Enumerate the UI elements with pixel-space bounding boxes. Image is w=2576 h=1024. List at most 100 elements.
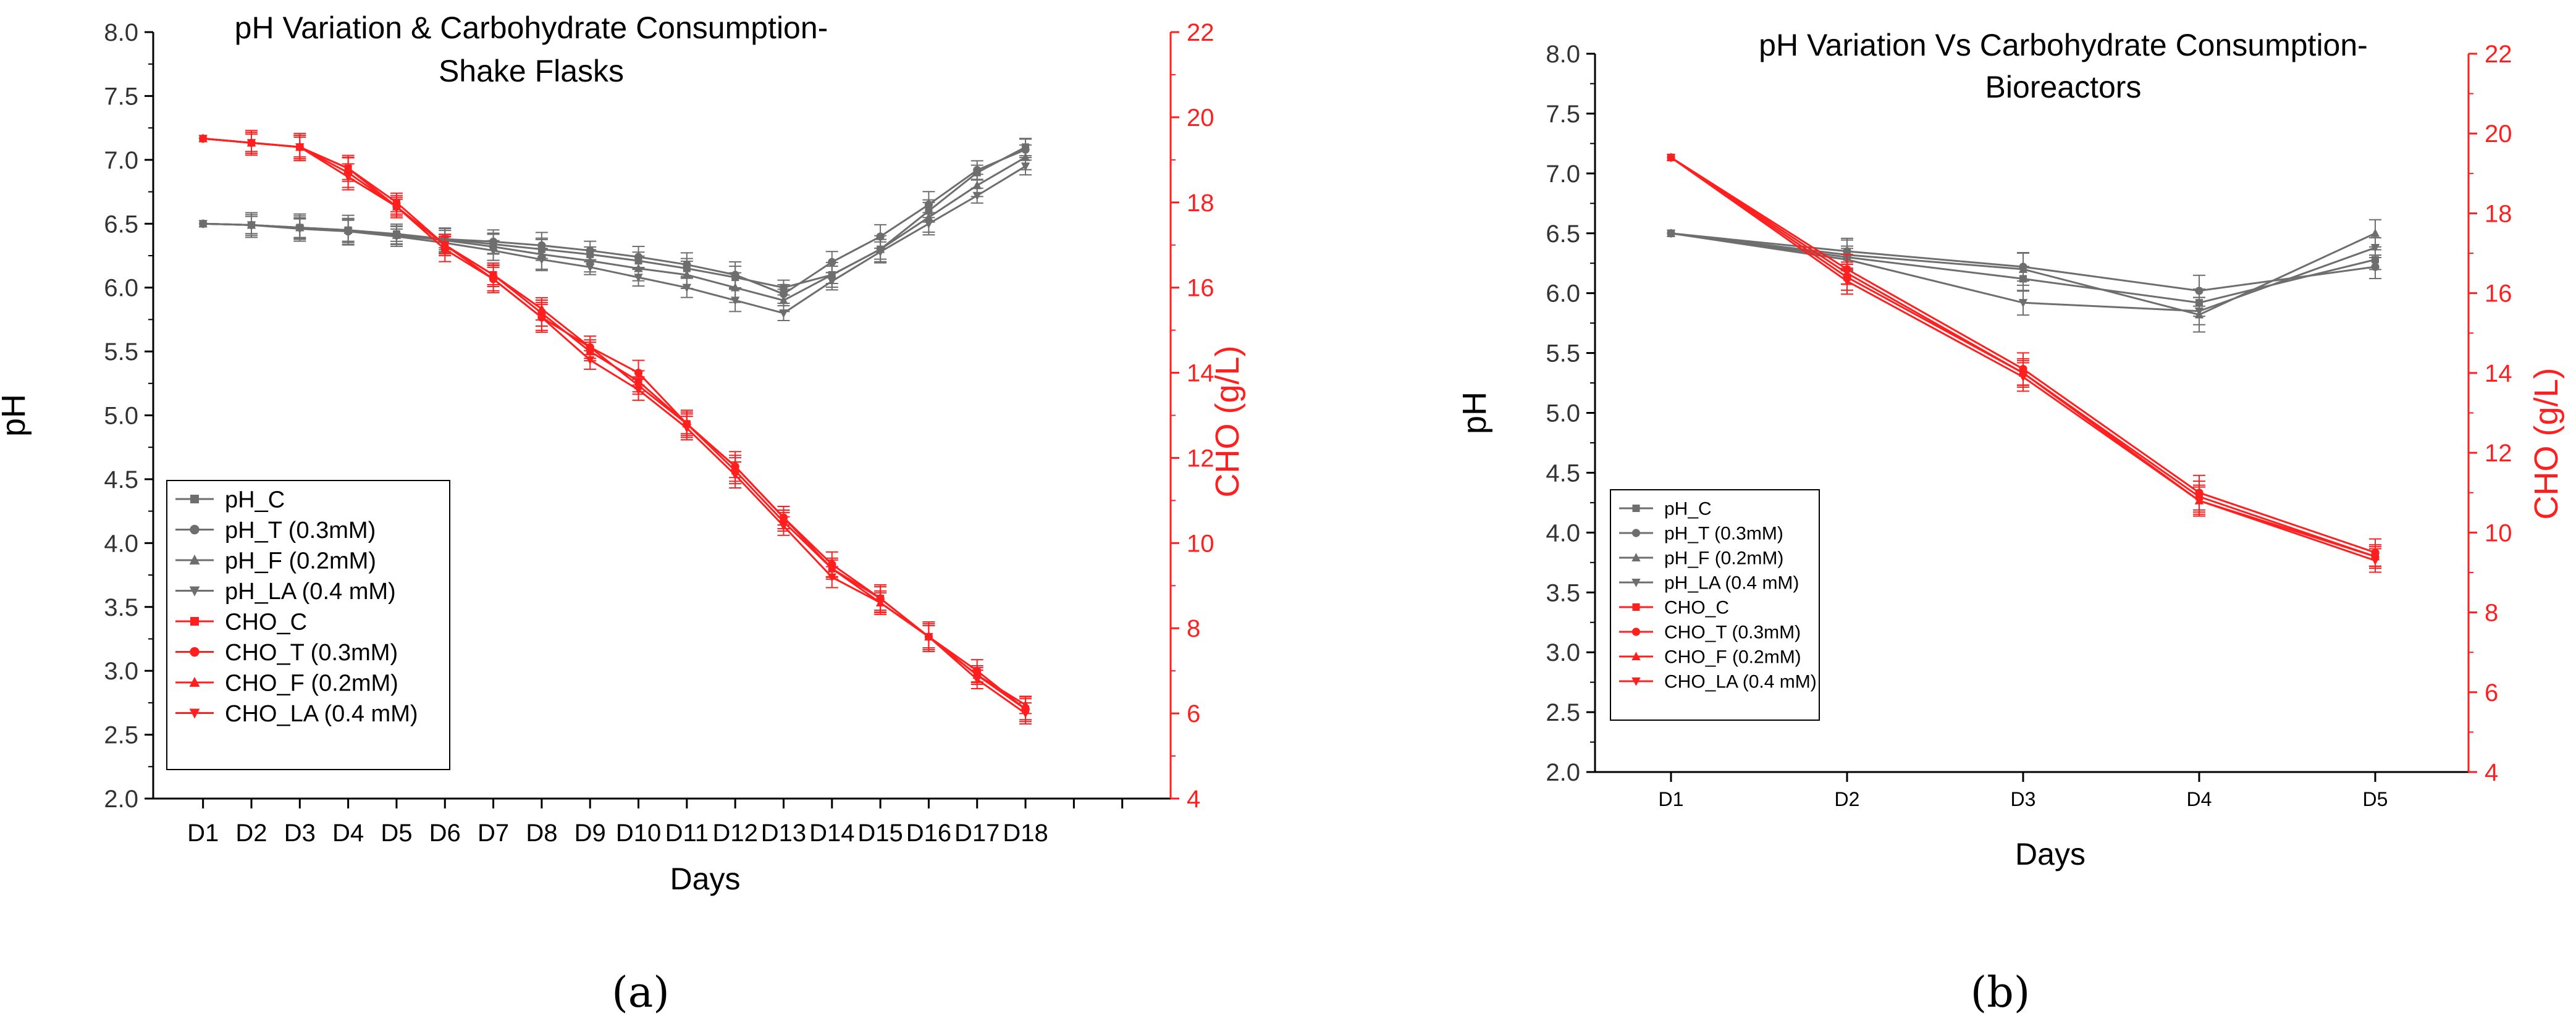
y2-tick-label: 14 [1187,360,1214,387]
x-tick-label: D6 [429,820,461,847]
data-point [2018,299,2028,308]
chart-title-line1: pH Variation & Carbohydrate Consumption- [235,10,828,45]
data-point [2018,373,2028,382]
data-point [392,232,402,241]
data-point [1021,152,1030,161]
legend-entry-label: CHO_C [225,609,307,635]
data-point [973,166,982,174]
y2-axis-label: CHO (g/L) [1209,345,1246,497]
y-tick-label: 5.5 [1546,340,1580,367]
y-tick-label: 7.0 [104,147,138,174]
x-tick-label: D8 [526,820,557,847]
data-point [585,263,595,272]
y2-tick-label: 18 [2485,200,2512,227]
y-tick-label: 4.5 [1546,460,1580,487]
y-tick-label: 4.5 [104,466,138,493]
chart-title-line2: Bioreactors [1985,70,2142,104]
data-point [875,248,885,257]
data-point [682,270,692,279]
chart-title-line1: pH Variation Vs Carbohydrate Consumption… [1759,28,2368,62]
y-axis-label: pH [1456,392,1493,434]
y-tick-label: 2.5 [1546,699,1580,726]
y2-tick-label: 12 [1187,445,1214,472]
series-line [203,137,1026,710]
legend-entry-label: pH_T (0.3mM) [1664,524,1783,544]
data-point [924,633,933,642]
data-point [343,173,353,182]
x-tick-label: D1 [187,820,219,847]
data-point [2370,228,2380,237]
y-tick-label: 2.0 [1546,759,1580,786]
x-tick-label: D14 [809,820,854,847]
data-point [779,309,788,318]
data-point [295,143,305,152]
y2-tick-label: 22 [1187,19,1214,46]
legend-swatch-marker [190,617,199,626]
data-point [779,522,788,531]
x-tick-label: D18 [1003,820,1048,847]
legend-entry-label: CHO_LA (0.4 mM) [225,701,418,727]
data-point [537,256,547,264]
y-tick-label: 7.5 [104,83,138,110]
legend-swatch-marker [190,647,200,657]
data-point [730,471,740,480]
series-cho-la-0-4-mm [198,132,1032,725]
y-tick-label: 6.0 [104,275,138,302]
legend-swatch-marker [189,676,200,687]
data-point [924,220,933,229]
data-point [198,135,208,144]
x-tick-label: D1 [1659,788,1684,810]
y2-axis-label: CHO (g/L) [2528,367,2565,519]
chart-b-bioreactors: 2.0 2.5 3.0 3.5 4.0 4.5 5.0 5.5 6.0 6.5 7.0 7.5 8.0 4… [1456,28,2565,871]
data-point [585,356,595,365]
legend-entry-label: pH_LA (0.4 mM) [225,579,396,605]
y2-tick-label: 10 [2485,519,2512,547]
x-tick-label: D10 [616,820,661,847]
y2-tick-label: 8 [2485,600,2498,627]
legend-swatch-marker [1631,529,1641,537]
y2-tick-label: 8 [1187,615,1200,642]
data-point [2194,307,2204,316]
legend-entry-label: CHO_LA (0.4 mM) [1664,672,1817,692]
x-tick-label: D4 [2187,788,2212,810]
caption-b: (b) [1971,968,2031,1017]
data-point [682,424,692,433]
data-point [2370,244,2380,253]
legend-swatch-marker [1632,603,1640,611]
x-axis-label: Days [670,862,741,896]
x-tick-label: D2 [235,820,267,847]
y-tick-label: 3.0 [1546,639,1580,666]
y2-tick-label: 16 [2485,280,2512,308]
y-axis-label: pH [0,394,32,437]
data-point [634,274,643,282]
legend-entry-label: CHO_T (0.3mM) [225,640,398,666]
series-line [203,156,1026,301]
legend-swatch-marker [1631,553,1641,561]
legend-box [166,480,450,770]
chart-title-line2: Shake Flasks [439,54,624,88]
legend-entry-label: pH_C [1664,499,1712,519]
legend-swatch-marker [1631,627,1641,636]
y2-tick-label: 12 [2485,440,2512,467]
data-point [2018,264,2028,273]
data-point [537,313,547,322]
legend-entry-label: pH_LA (0.4 mM) [1664,573,1799,594]
x-tick-label: D2 [1835,788,1860,810]
legend-swatch-marker [1631,678,1641,686]
data-point [343,227,353,237]
legend-entry-label: CHO_F (0.2mM) [1664,647,1801,668]
data-point [1842,277,1852,287]
data-point [440,241,450,250]
data-point [2370,556,2380,566]
data-point [2195,287,2203,295]
legend-entry-label: pH_F (0.2mM) [225,548,376,574]
x-tick-label: D3 [2011,788,2036,810]
data-point [2371,262,2380,271]
x-axis-label: Days [2015,837,2086,871]
data-point [827,277,836,287]
legend: pH_C pH_T (0.3mM) pH_F (0.2mM) pH_LA (0.4 m… [166,480,450,770]
y-tick-label: 4.0 [104,530,138,557]
legend-swatch-marker [1632,505,1640,512]
data-point [1021,162,1030,171]
